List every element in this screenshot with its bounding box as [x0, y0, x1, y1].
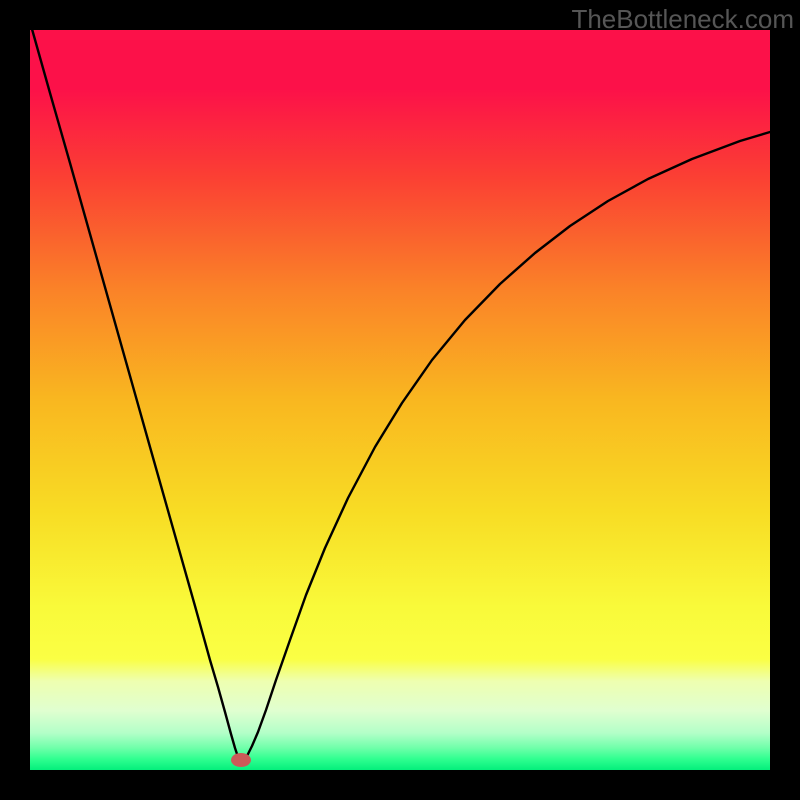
chart-svg [0, 0, 800, 800]
watermark-text: TheBottleneck.com [571, 4, 794, 35]
minimum-marker [231, 753, 251, 767]
chart-frame: TheBottleneck.com [0, 0, 800, 800]
curve-right-branch [241, 132, 770, 762]
curve-left-branch [30, 22, 241, 762]
